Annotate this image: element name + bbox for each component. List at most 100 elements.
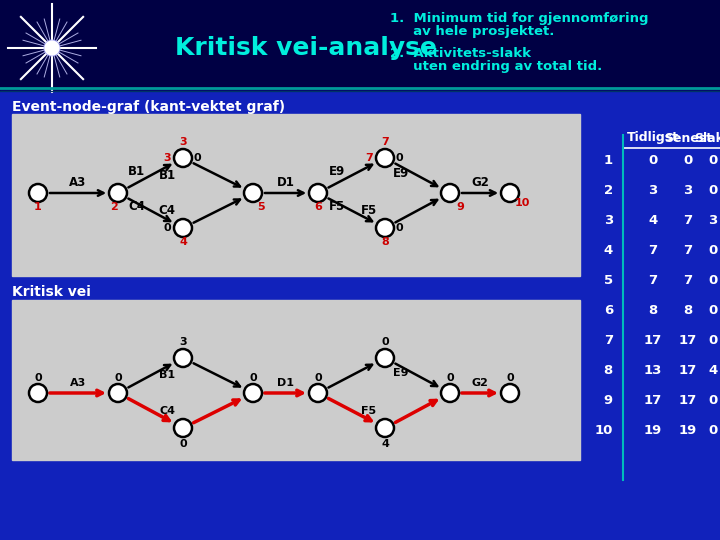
Text: 0: 0 [708, 244, 718, 256]
Text: 0: 0 [506, 373, 514, 383]
Circle shape [244, 384, 262, 402]
Text: 4: 4 [381, 439, 389, 449]
Text: G2: G2 [472, 378, 488, 388]
Text: 2.  Aktivitets-slakk: 2. Aktivitets-slakk [390, 47, 531, 60]
Text: 0: 0 [708, 184, 718, 197]
Text: 7: 7 [649, 273, 657, 287]
Text: 8: 8 [604, 363, 613, 376]
Circle shape [501, 184, 519, 202]
Circle shape [29, 384, 47, 402]
Text: 17: 17 [679, 334, 697, 347]
Text: 3: 3 [683, 184, 693, 197]
Text: C4: C4 [128, 200, 145, 213]
Text: 4: 4 [179, 237, 187, 247]
Text: 0: 0 [446, 373, 454, 383]
Text: 8: 8 [649, 303, 657, 316]
Text: 0: 0 [683, 153, 693, 166]
Circle shape [376, 349, 394, 367]
Bar [12, 300, 580, 460]
Text: 1.  Minimum tid for gjennomføring: 1. Minimum tid for gjennomføring [390, 12, 649, 25]
Bar [12, 114, 580, 276]
Text: Event-node-graf (kant-vektet graf): Event-node-graf (kant-vektet graf) [12, 100, 285, 114]
Text: 0: 0 [708, 153, 718, 166]
Text: 0: 0 [708, 334, 718, 347]
Text: 0: 0 [395, 153, 402, 163]
Circle shape [174, 149, 192, 167]
Text: Kritisk vei: Kritisk vei [12, 285, 91, 299]
Text: F5: F5 [361, 406, 377, 415]
Circle shape [44, 40, 60, 56]
Circle shape [109, 384, 127, 402]
Text: Slakk: Slakk [694, 132, 720, 145]
Text: 19: 19 [644, 423, 662, 436]
Text: 0: 0 [34, 373, 42, 383]
Text: uten endring av total tid.: uten endring av total tid. [390, 60, 602, 73]
Circle shape [376, 219, 394, 237]
Text: 4: 4 [604, 244, 613, 256]
Text: 2: 2 [110, 202, 118, 212]
Text: B1: B1 [158, 169, 176, 182]
Text: E9: E9 [393, 368, 409, 379]
Text: E9: E9 [329, 165, 346, 178]
Text: D1: D1 [276, 177, 294, 190]
Text: B1: B1 [159, 370, 175, 381]
Text: 9: 9 [456, 202, 464, 212]
Circle shape [174, 219, 192, 237]
Text: B1: B1 [128, 165, 145, 178]
Text: 0: 0 [249, 373, 257, 383]
Text: 3: 3 [708, 213, 718, 226]
Text: 0: 0 [314, 373, 322, 383]
Circle shape [441, 184, 459, 202]
Text: 6: 6 [604, 303, 613, 316]
Text: 3: 3 [649, 184, 657, 197]
Text: 2: 2 [604, 184, 613, 197]
Text: A3: A3 [69, 177, 86, 190]
Text: 1: 1 [604, 153, 613, 166]
Text: 4: 4 [649, 213, 657, 226]
Text: 7: 7 [365, 153, 373, 163]
Text: 0: 0 [179, 439, 186, 449]
Text: 4: 4 [708, 363, 718, 376]
Circle shape [174, 419, 192, 437]
Circle shape [376, 419, 394, 437]
Text: 17: 17 [644, 334, 662, 347]
Text: 9: 9 [604, 394, 613, 407]
Text: 10: 10 [514, 198, 530, 208]
Text: 0: 0 [708, 394, 718, 407]
Text: G2: G2 [471, 177, 489, 190]
Text: 0: 0 [708, 303, 718, 316]
Text: 8: 8 [683, 303, 693, 316]
Text: 17: 17 [644, 394, 662, 407]
Text: 0: 0 [708, 423, 718, 436]
Text: 17: 17 [679, 363, 697, 376]
Bar [0, 91, 720, 540]
Circle shape [376, 149, 394, 167]
Text: 8: 8 [381, 237, 389, 247]
Circle shape [441, 384, 459, 402]
Text: 0: 0 [708, 273, 718, 287]
Text: 0: 0 [193, 153, 201, 163]
Circle shape [29, 184, 47, 202]
Text: 17: 17 [679, 394, 697, 407]
Circle shape [309, 184, 327, 202]
Circle shape [309, 384, 327, 402]
Text: 3: 3 [179, 337, 186, 347]
Circle shape [244, 184, 262, 202]
Text: C4: C4 [158, 204, 176, 217]
Text: Kritisk vei-analyse: Kritisk vei-analyse [175, 36, 437, 60]
Text: E9: E9 [393, 167, 409, 180]
Text: Tidligst: Tidligst [627, 132, 679, 145]
Text: 10: 10 [595, 423, 613, 436]
Text: A3: A3 [70, 378, 86, 388]
Text: 7: 7 [381, 137, 389, 147]
Text: 0: 0 [114, 373, 122, 383]
Text: 13: 13 [644, 363, 662, 376]
Text: 3: 3 [179, 137, 186, 147]
Text: 6: 6 [314, 202, 322, 212]
Text: Senest: Senest [664, 132, 712, 145]
Text: 7: 7 [683, 273, 693, 287]
Circle shape [501, 384, 519, 402]
Text: F5: F5 [329, 200, 346, 213]
Text: 5: 5 [604, 273, 613, 287]
Text: 7: 7 [683, 213, 693, 226]
